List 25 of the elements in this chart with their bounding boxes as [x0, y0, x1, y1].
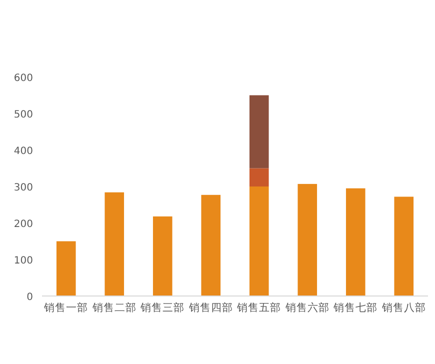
- y-tick-label: 100: [14, 256, 33, 266]
- bar: [152, 216, 172, 296]
- x-tick-label: 销售三部: [140, 301, 185, 314]
- x-tick-label: 销售六部: [284, 301, 330, 314]
- x-tick-label: 销售二部: [91, 301, 136, 314]
- x-tick-label: 销售八部: [380, 301, 426, 314]
- bar: [201, 194, 221, 296]
- bar: [346, 188, 366, 296]
- x-tick-label: 销售四部: [188, 301, 233, 314]
- bar: [249, 95, 269, 168]
- x-tick-label: 销售五部: [236, 301, 282, 314]
- y-tick-label: 500: [14, 110, 33, 120]
- y-tick-label: 0: [26, 292, 33, 303]
- bar: [249, 186, 269, 296]
- y-tick-label: 300: [14, 182, 33, 194]
- y-tick-label: 400: [14, 146, 33, 157]
- bar: [104, 192, 124, 296]
- y-tick-label: 200: [14, 219, 33, 230]
- x-tick-label: 销售七部: [332, 301, 378, 314]
- bar: [56, 241, 76, 296]
- bar: [394, 196, 414, 296]
- bar: [249, 168, 269, 186]
- bar: [298, 184, 318, 296]
- x-tick-label: 销售一部: [43, 301, 88, 314]
- y-tick-label: 600: [14, 73, 33, 84]
